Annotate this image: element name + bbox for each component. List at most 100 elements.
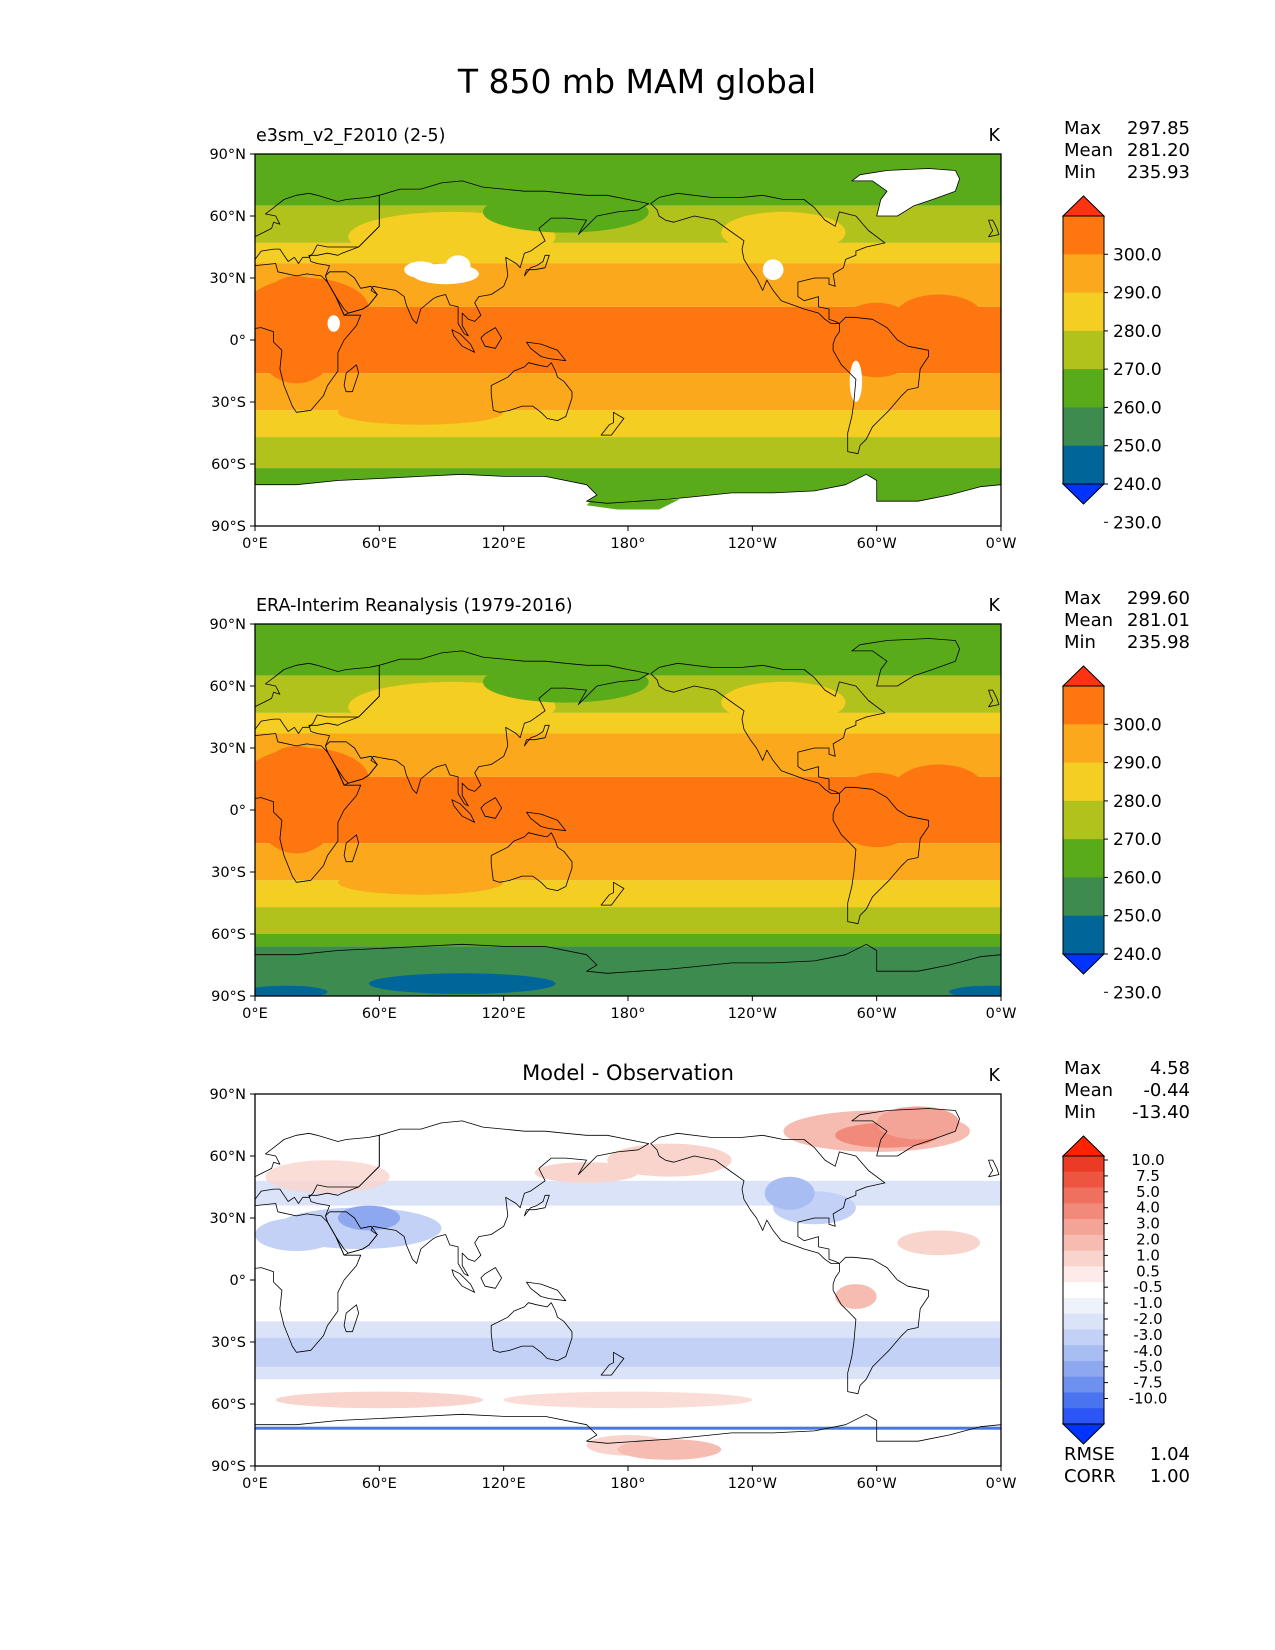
map-obs-coastline-nz xyxy=(600,881,625,906)
colorbar-tick-label: 250.0 xyxy=(1113,907,1162,927)
lat-tick-label: 30°N xyxy=(209,741,246,757)
map-obs-coastline-borneo xyxy=(480,797,503,819)
missing-data-highland xyxy=(762,259,784,281)
map-diff-coastline-africa xyxy=(255,1203,362,1353)
lon-tick-label: 120°W xyxy=(728,1006,777,1022)
lon-tick-label: 0°E xyxy=(242,1476,268,1492)
lon-tick-label: 120°E xyxy=(482,1476,526,1492)
stats-model: Max 297.85 Mean 281.20 Min 235.93 xyxy=(1064,118,1190,183)
colorbar-extend-high xyxy=(1061,665,1106,687)
lon-tick-label: 60°E xyxy=(362,1006,397,1022)
colorbar-tick-label: 250.0 xyxy=(1113,437,1162,457)
map-model-coastline-namer xyxy=(650,192,886,324)
colorbar-tick-label: 230.0 xyxy=(1113,513,1162,533)
colorbar-tick-label: -1.0 xyxy=(1133,1294,1162,1312)
field-model-anomaly xyxy=(337,399,504,425)
lat-tick-label: 60°N xyxy=(209,209,246,225)
stat-value: 299.60 xyxy=(1127,588,1190,609)
stat-value: 281.20 xyxy=(1127,140,1190,161)
map-model-coastline-greenland xyxy=(851,168,960,217)
stat-label: Min xyxy=(1064,162,1096,183)
map-obs-coastline-namer xyxy=(650,662,886,794)
field-obs-anomaly xyxy=(949,985,1001,996)
units-label-difference: K xyxy=(989,1066,1001,1086)
lon-tick-label: 0°W xyxy=(986,536,1017,552)
missing-data-highland xyxy=(327,315,340,332)
lon-tick-label: 120°W xyxy=(728,1476,777,1492)
map-diff-coastline-austr xyxy=(490,1302,573,1361)
lat-tick-label: 90°S xyxy=(211,1459,246,1475)
colorbar-segment xyxy=(1063,1234,1104,1251)
colorbar-segment xyxy=(1063,800,1104,840)
map-obs-coastline-antarctica xyxy=(255,943,1001,996)
map-diff-coastline-newg xyxy=(526,1281,567,1302)
field-diff-anomaly xyxy=(534,1162,639,1183)
field-obs-anomaly xyxy=(893,764,985,815)
figure-title: T 850 mb MAM global xyxy=(457,62,816,101)
colorbar-observation: 300.0 290.0 280.0 270.0 260.0 250.0 240.0 230.0 xyxy=(1061,665,1162,1003)
field-diff-anomaly xyxy=(876,1106,960,1140)
lat-tick-label: 60°N xyxy=(209,679,246,695)
lon-tick-label: 0°E xyxy=(242,536,268,552)
map-obs-coastline-japan xyxy=(524,724,550,747)
stat-label: Min xyxy=(1064,1102,1096,1123)
colorbar-tick-label: 260.0 xyxy=(1113,868,1162,888)
field-diff-anomaly xyxy=(503,1391,753,1409)
colorbar-tick-label: 230.0 xyxy=(1113,983,1162,1003)
field-obs-band xyxy=(255,934,1001,947)
field-diff-anomaly xyxy=(275,1391,483,1409)
colorbar-tick-label: 5.0 xyxy=(1136,1183,1160,1201)
colorbar-segment xyxy=(1063,1282,1104,1299)
lat-tick-label: 90°S xyxy=(211,989,246,1005)
field-diff-anomaly xyxy=(607,1143,732,1177)
map-obs-coastline-greenland xyxy=(851,638,960,687)
lon-tick-label: 120°W xyxy=(728,536,777,552)
map-model-coastline-antarctica xyxy=(255,473,1001,526)
map-obs-coastline-newg xyxy=(526,811,567,832)
panel-observation: ERA-Interim Reanalysis (1979-2016) K 90°… xyxy=(209,588,1190,1022)
field-model-anomaly xyxy=(721,211,846,254)
colorbar-frame xyxy=(1062,685,1105,955)
colorbar-tick-label: -3.0 xyxy=(1133,1326,1162,1344)
map-obs-coastline-indo xyxy=(451,799,476,823)
map-model-coastline-arabia xyxy=(325,271,378,316)
map-model-coastline-indo xyxy=(451,329,476,353)
colorbar-segment xyxy=(1063,1250,1104,1267)
lat-tick-label: 30°S xyxy=(211,1335,246,1351)
colorbar-segment xyxy=(1063,407,1104,447)
stats-observation: Max 299.60 Mean 281.01 Min 235.98 xyxy=(1064,588,1190,653)
field-model-band xyxy=(255,263,1001,307)
lat-tick-label: 90°N xyxy=(209,1087,246,1103)
field-obs-anomaly xyxy=(337,869,504,895)
colorbar-tick-label: 1.0 xyxy=(1136,1246,1160,1264)
colorbar-segment xyxy=(1063,1392,1104,1409)
colorbar-tick-label: -0.5 xyxy=(1133,1278,1162,1296)
lon-tick-label: 60°W xyxy=(857,1006,897,1022)
colorbar-tick-label: 240.0 xyxy=(1113,475,1162,495)
map-diff-coastline-namer xyxy=(650,1132,886,1264)
colorbar-tick-label: 3.0 xyxy=(1136,1215,1160,1233)
field-model-band xyxy=(255,437,1001,469)
colorbar-extend-high xyxy=(1061,195,1106,217)
stat-value: 4.58 xyxy=(1150,1058,1190,1079)
field-diff-band xyxy=(255,1337,1001,1367)
colorbar-tick-label: 280.0 xyxy=(1113,322,1162,342)
colorbar-segment xyxy=(1063,1171,1104,1188)
colorbar-tick-label: -2.0 xyxy=(1133,1310,1162,1328)
map-model-coastline-nz xyxy=(600,411,625,436)
map-diff-coastline-madag xyxy=(343,1304,360,1333)
colorbar-segment xyxy=(1063,445,1104,485)
field-diff-anomaly xyxy=(255,1218,338,1251)
map-diff-coastline-japan xyxy=(524,1194,550,1217)
colorbar-segment xyxy=(1063,1156,1104,1173)
colorbar-segment xyxy=(1063,1266,1104,1283)
field-obs-anomaly xyxy=(721,681,846,724)
lon-tick-label: 180° xyxy=(611,1476,646,1492)
lat-tick-label: 0° xyxy=(230,333,246,349)
lon-tick-label: 120°E xyxy=(482,1006,526,1022)
colorbar-tick-label: 280.0 xyxy=(1113,792,1162,812)
stat-value: -0.44 xyxy=(1143,1080,1190,1101)
axis-ticks-observation: 90°N 60°N 30°N 0° 30°S 60°S 90°S0°E 60°E 120°E 18… xyxy=(209,617,1016,1022)
colorbar-frame xyxy=(1062,215,1105,485)
colorbar-tick-label: 300.0 xyxy=(1113,245,1162,265)
